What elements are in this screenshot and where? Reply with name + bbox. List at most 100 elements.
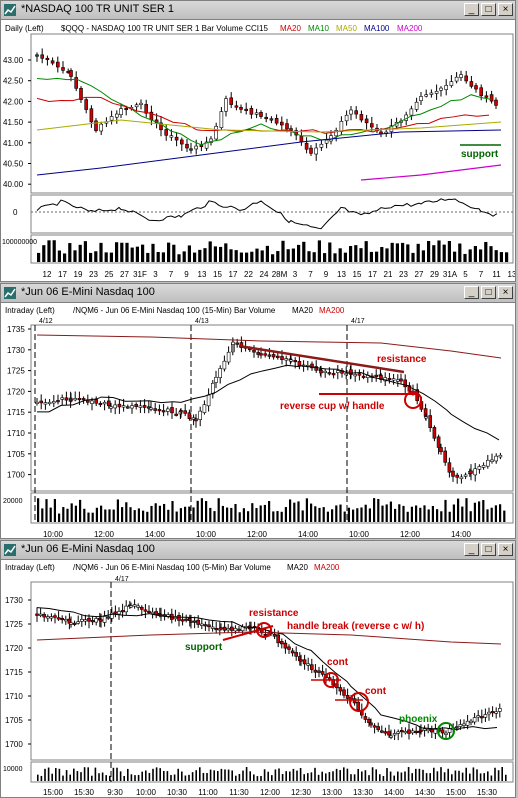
volume-bar [62, 775, 64, 781]
date-mark-4-13: 4/13 [195, 318, 209, 325]
volume-bar [172, 244, 176, 262]
price-bar-body [244, 108, 248, 111]
x-tick: 11 [492, 270, 501, 279]
volume-bar [299, 768, 302, 781]
price-bar-body [455, 474, 460, 478]
volume-bar [265, 245, 269, 262]
chart-icon [4, 4, 16, 16]
price-bar-body [319, 370, 323, 374]
volume-bar [427, 240, 431, 262]
price-bar-body [449, 81, 454, 86]
maximize-button[interactable]: □ [481, 543, 496, 556]
volume-bar [297, 501, 300, 522]
minimize-button[interactable]: _ [464, 3, 479, 16]
chart-canvas[interactable]: Intraday (Left) /NQM6 - Jun 06 E-Mini Na… [1, 560, 515, 798]
title-bar[interactable]: *NASDAQ 100 TR UNIT SER 1 _ □ × [1, 1, 515, 20]
volume-bar [37, 252, 41, 262]
price-bar-body [284, 358, 289, 361]
volume-bar [87, 767, 89, 781]
volume-bar [457, 498, 460, 522]
price-bar-body [494, 99, 498, 106]
price-bar-body [287, 646, 291, 650]
volume-bar [242, 770, 244, 781]
x-tick: 14:30 [415, 788, 436, 797]
price-bar-body [214, 126, 218, 140]
volume-bar [326, 511, 329, 522]
volume-bar [245, 252, 249, 262]
volume-bar [220, 768, 223, 781]
price-bar-body [342, 689, 346, 696]
volume-bar [421, 250, 425, 262]
volume-bar [155, 767, 158, 781]
volume-bar [127, 768, 129, 781]
price-bar-body [314, 147, 319, 155]
price-bar-body [139, 102, 143, 106]
close-button[interactable]: × [498, 543, 513, 556]
title-bar[interactable]: *Jun 06 E-Mini Nasdaq 100 _ □ × [1, 284, 515, 303]
volume-bar [125, 242, 129, 262]
volume-bar [406, 244, 410, 262]
price-bar-body [344, 373, 349, 376]
volume-bar [234, 504, 237, 522]
volume-bar [263, 769, 266, 781]
volume-bar [260, 775, 262, 781]
volume-bar [322, 507, 325, 522]
x-tick: 24 [260, 270, 269, 279]
price-bar-body [63, 619, 68, 622]
volume-bar [490, 775, 493, 781]
x-tick: 31A [443, 270, 458, 279]
volume-bar [490, 507, 493, 522]
close-button[interactable]: × [498, 3, 513, 16]
price-bar-body [422, 728, 427, 731]
price-bar-body [126, 406, 130, 409]
volume-bar [112, 767, 115, 781]
time-axis: 10:00 12:00 14:00 10:00 12:00 14:00 10:00 12:00… [43, 530, 472, 539]
title-bar[interactable]: *Jun 06 E-Mini Nasdaq 100 _ □ × [1, 541, 515, 560]
window-title: *Jun 06 E-Mini Nasdaq 100 [21, 543, 155, 555]
volume-bar [116, 499, 119, 522]
volume-bar [69, 774, 71, 781]
minimize-button[interactable]: _ [464, 543, 479, 556]
price-bar-body [94, 618, 98, 623]
volume-bar [99, 242, 103, 262]
volume-bar [479, 249, 483, 262]
price-bar-body [218, 368, 222, 378]
price-bar-body [462, 723, 466, 726]
volume-bar [145, 770, 147, 781]
price-bar-body [49, 616, 54, 619]
volume-bar [83, 508, 86, 522]
price-bar-body [367, 718, 371, 723]
volume-bar [489, 246, 493, 262]
volume-bar [380, 247, 384, 262]
volume-bar [317, 240, 321, 262]
price-bar-body [198, 410, 202, 420]
chart-canvas[interactable]: Intraday (Left) /NQM6 - Jun 06 E-Mini Na… [1, 303, 515, 539]
volume-bar [245, 767, 248, 781]
ma-line [36, 198, 498, 230]
price-bar-body [69, 622, 73, 625]
volume-bar [386, 768, 388, 781]
price-bar-body [433, 729, 438, 734]
volume-bar [159, 768, 161, 781]
volume-bar [317, 774, 320, 781]
volume-bar [423, 505, 426, 522]
volume-bar [104, 509, 107, 522]
x-tick: 7 [169, 270, 174, 279]
price-bar-body [230, 626, 234, 631]
chart-canvas[interactable]: Daily (Left) $QQQ - NASDAQ 100 TR UNIT S… [1, 20, 515, 282]
price-bar-body [209, 138, 213, 143]
volume-bar [83, 767, 86, 781]
maximize-button[interactable]: □ [481, 3, 496, 16]
close-button[interactable]: × [498, 286, 513, 299]
maximize-button[interactable]: □ [481, 286, 496, 299]
volume-bar [255, 248, 259, 262]
price-bar-body [234, 105, 239, 108]
header-ma200: MA200 [314, 563, 340, 572]
volume-bar [364, 504, 367, 522]
price-bar-body [263, 633, 268, 637]
volume-bar [469, 511, 472, 522]
volume-bar [328, 242, 332, 262]
volume-bar [224, 243, 228, 262]
minimize-button[interactable]: _ [464, 286, 479, 299]
price-bar-body [51, 401, 56, 404]
